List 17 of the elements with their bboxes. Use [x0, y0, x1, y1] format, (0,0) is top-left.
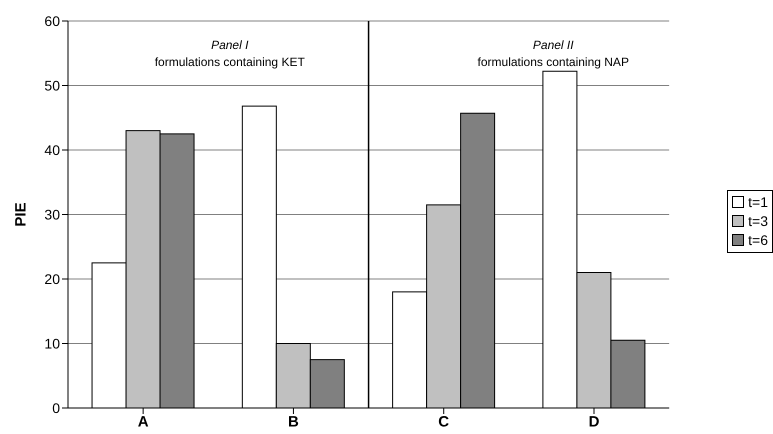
y-tick-label: 50 [44, 77, 60, 94]
y-axis-title: PIE [12, 202, 30, 227]
y-tick-label: 40 [44, 142, 60, 158]
y-tick-label: 20 [44, 270, 60, 287]
annotation: Panel II formulations containing NAP [476, 37, 630, 71]
legend-label: t=3 [748, 213, 768, 229]
legend-label: t=1 [748, 194, 768, 210]
annotation: Panel I formulations containing KET [154, 37, 306, 71]
x-tick-label: C [438, 414, 450, 431]
y-tick-label: 0 [52, 400, 60, 416]
x-tick-label: D [588, 414, 600, 431]
x-tick-label: B [288, 414, 300, 431]
x-tick-label: A [138, 414, 149, 431]
y-tick-label: 30 [44, 206, 60, 222]
y-tick-label: 10 [44, 335, 60, 352]
y-tick-label: 60 [44, 12, 60, 29]
legend-label: t=6 [748, 232, 768, 248]
